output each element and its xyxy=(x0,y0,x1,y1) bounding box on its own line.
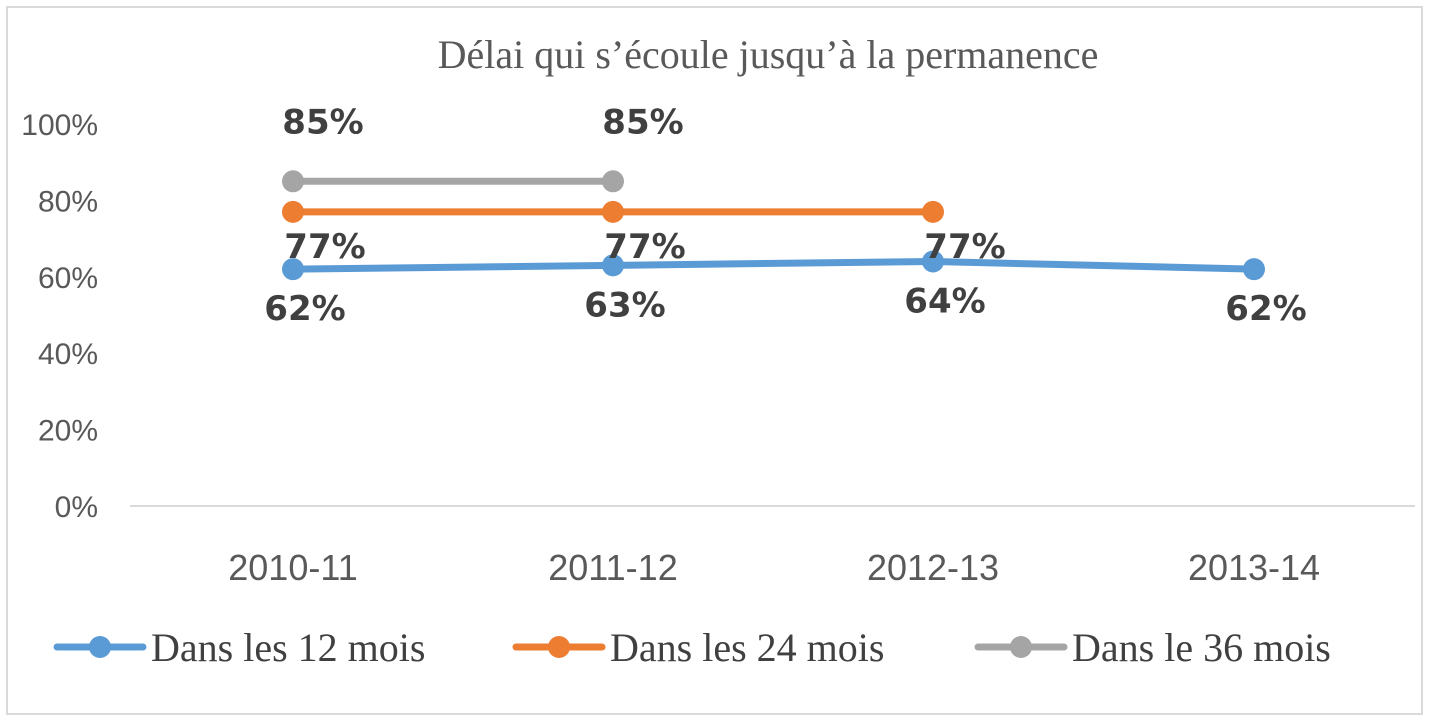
data-point xyxy=(602,254,624,277)
chart-frame xyxy=(6,6,1423,715)
data-label: 62% xyxy=(1225,289,1306,329)
data-point xyxy=(282,200,304,223)
x-axis: 2010-11 2011-12 2012-13 2013-14 xyxy=(228,547,1320,588)
data-label: 64% xyxy=(904,282,985,322)
legend-swatch-marker xyxy=(548,636,570,658)
series-line-1 xyxy=(289,258,1258,273)
data-label: 85% xyxy=(602,102,683,142)
legend[interactable]: Dans les 12 mois Dans les 24 mois Dans le … xyxy=(53,625,1331,670)
y-tick-label: 20% xyxy=(38,415,98,448)
legend-swatch-marker xyxy=(1010,636,1032,658)
legend-label: Dans les 24 mois xyxy=(610,625,884,670)
y-tick-label: 80% xyxy=(38,185,98,218)
chart-title: Délai qui s’écoule jusqu’à la permanence xyxy=(438,32,1099,77)
x-tick-label: 2011-12 xyxy=(548,547,677,588)
legend-label: Dans les 12 mois xyxy=(151,625,425,670)
legend-label: Dans le 36 mois xyxy=(1072,625,1331,670)
data-label: 77% xyxy=(284,227,365,267)
y-tick-label: 0% xyxy=(55,491,98,524)
data-label: 77% xyxy=(924,227,1005,267)
data-point xyxy=(602,170,624,193)
data-point xyxy=(602,200,624,223)
data-point xyxy=(282,170,304,193)
data-point xyxy=(922,250,944,273)
data-label: 62% xyxy=(264,289,345,329)
legend-item-3[interactable]: Dans le 36 mois xyxy=(974,625,1331,670)
data-point xyxy=(922,200,944,223)
legend-swatch-marker xyxy=(89,636,111,658)
legend-item-1[interactable]: Dans les 12 mois xyxy=(53,625,425,670)
legend-item-2[interactable]: Dans les 24 mois xyxy=(512,625,884,670)
y-tick-label: 100% xyxy=(21,109,98,142)
y-tick-label: 40% xyxy=(38,338,98,371)
x-tick-label: 2012-13 xyxy=(867,547,999,588)
data-point xyxy=(282,258,304,281)
x-tick-label: 2010-11 xyxy=(228,547,357,588)
data-label: 63% xyxy=(584,285,665,325)
data-point xyxy=(1243,258,1265,281)
y-axis: 100% 80% 60% 40% 20% 0% xyxy=(21,109,98,524)
data-labels: 62% 63% 64% 62% 77% 77% 77% 85% 85% xyxy=(264,102,1306,329)
x-tick-label: 2013-14 xyxy=(1188,547,1320,588)
data-label: 77% xyxy=(604,227,685,267)
y-tick-label: 60% xyxy=(38,262,98,295)
series-group xyxy=(282,170,1265,281)
data-label: 85% xyxy=(282,102,363,142)
